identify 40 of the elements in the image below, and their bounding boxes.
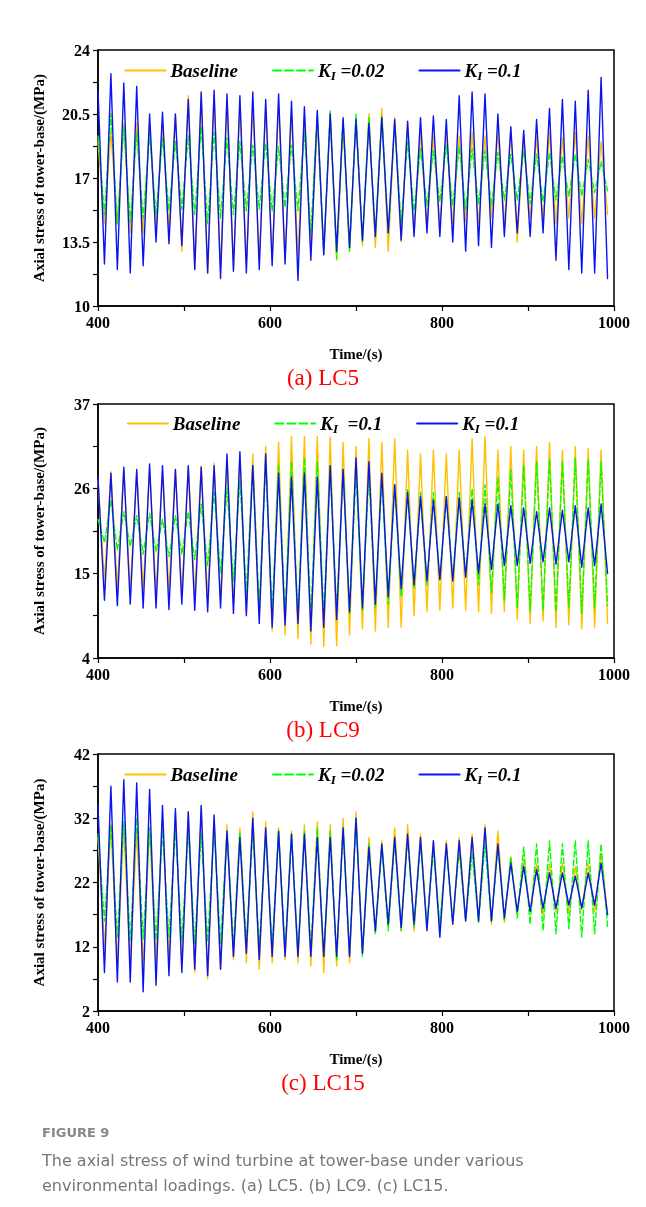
y-tick-label: 4: [82, 649, 90, 667]
legend-label: Baseline: [169, 60, 239, 81]
x-axis-title: Time/(s): [329, 697, 383, 715]
legend-label: Baseline: [171, 413, 241, 434]
y-tick-label: 24: [74, 41, 90, 59]
y-tick-label: 15: [74, 564, 90, 582]
x-tick-label: 800: [430, 665, 454, 683]
y-axis-title: Axial stress of tower-base/(MPa): [30, 74, 48, 282]
text: (a) LC5: [286, 365, 360, 390]
text: The axial stress of wind turbine at tower-base under various environmental loadings. (a) LC5. (b) LC9. (c) LC15.: [41, 1151, 529, 1195]
text: (b) LC9: [286, 717, 360, 742]
y-tick-label: 13.5: [62, 233, 90, 251]
y-tick-label: 10: [74, 297, 90, 315]
x-tick-label: 600: [258, 1018, 282, 1036]
legend-label: Baseline: [169, 764, 239, 785]
y-tick-label: 20.5: [62, 105, 90, 123]
x-tick-label: 400: [86, 1018, 110, 1036]
x-tick-label: 800: [430, 313, 454, 331]
x-axis-title: Time/(s): [329, 1050, 383, 1068]
y-axis-title: Axial stress of tower-base/(MPa): [30, 427, 48, 635]
y-tick-label: 32: [74, 809, 90, 827]
x-tick-label: 600: [258, 313, 282, 331]
x-tick-label: 400: [86, 313, 110, 331]
y-tick-label: 42: [74, 745, 90, 763]
y-axis-title: Axial stress of tower-base/(MPa): [30, 778, 48, 987]
x-tick-label: 600: [258, 665, 282, 683]
x-tick-label: 1000: [598, 665, 630, 683]
text: (c) LC15: [281, 1070, 365, 1095]
x-tick-label: 1000: [598, 313, 630, 331]
caption: FIGURE 9: [42, 1125, 110, 1140]
y-tick-label: 26: [74, 480, 90, 498]
y-tick-label: 22: [74, 874, 90, 891]
y-tick-label: 12: [74, 938, 90, 956]
y-tick-label: 37: [74, 395, 90, 413]
x-tick-label: 400: [86, 665, 110, 683]
y-tick-label: 17: [74, 169, 90, 187]
x-tick-label: 800: [430, 1018, 454, 1036]
y-tick-label: 2: [82, 1002, 90, 1020]
x-axis-title: Time/(s): [329, 345, 383, 363]
x-tick-label: 1000: [598, 1018, 630, 1036]
